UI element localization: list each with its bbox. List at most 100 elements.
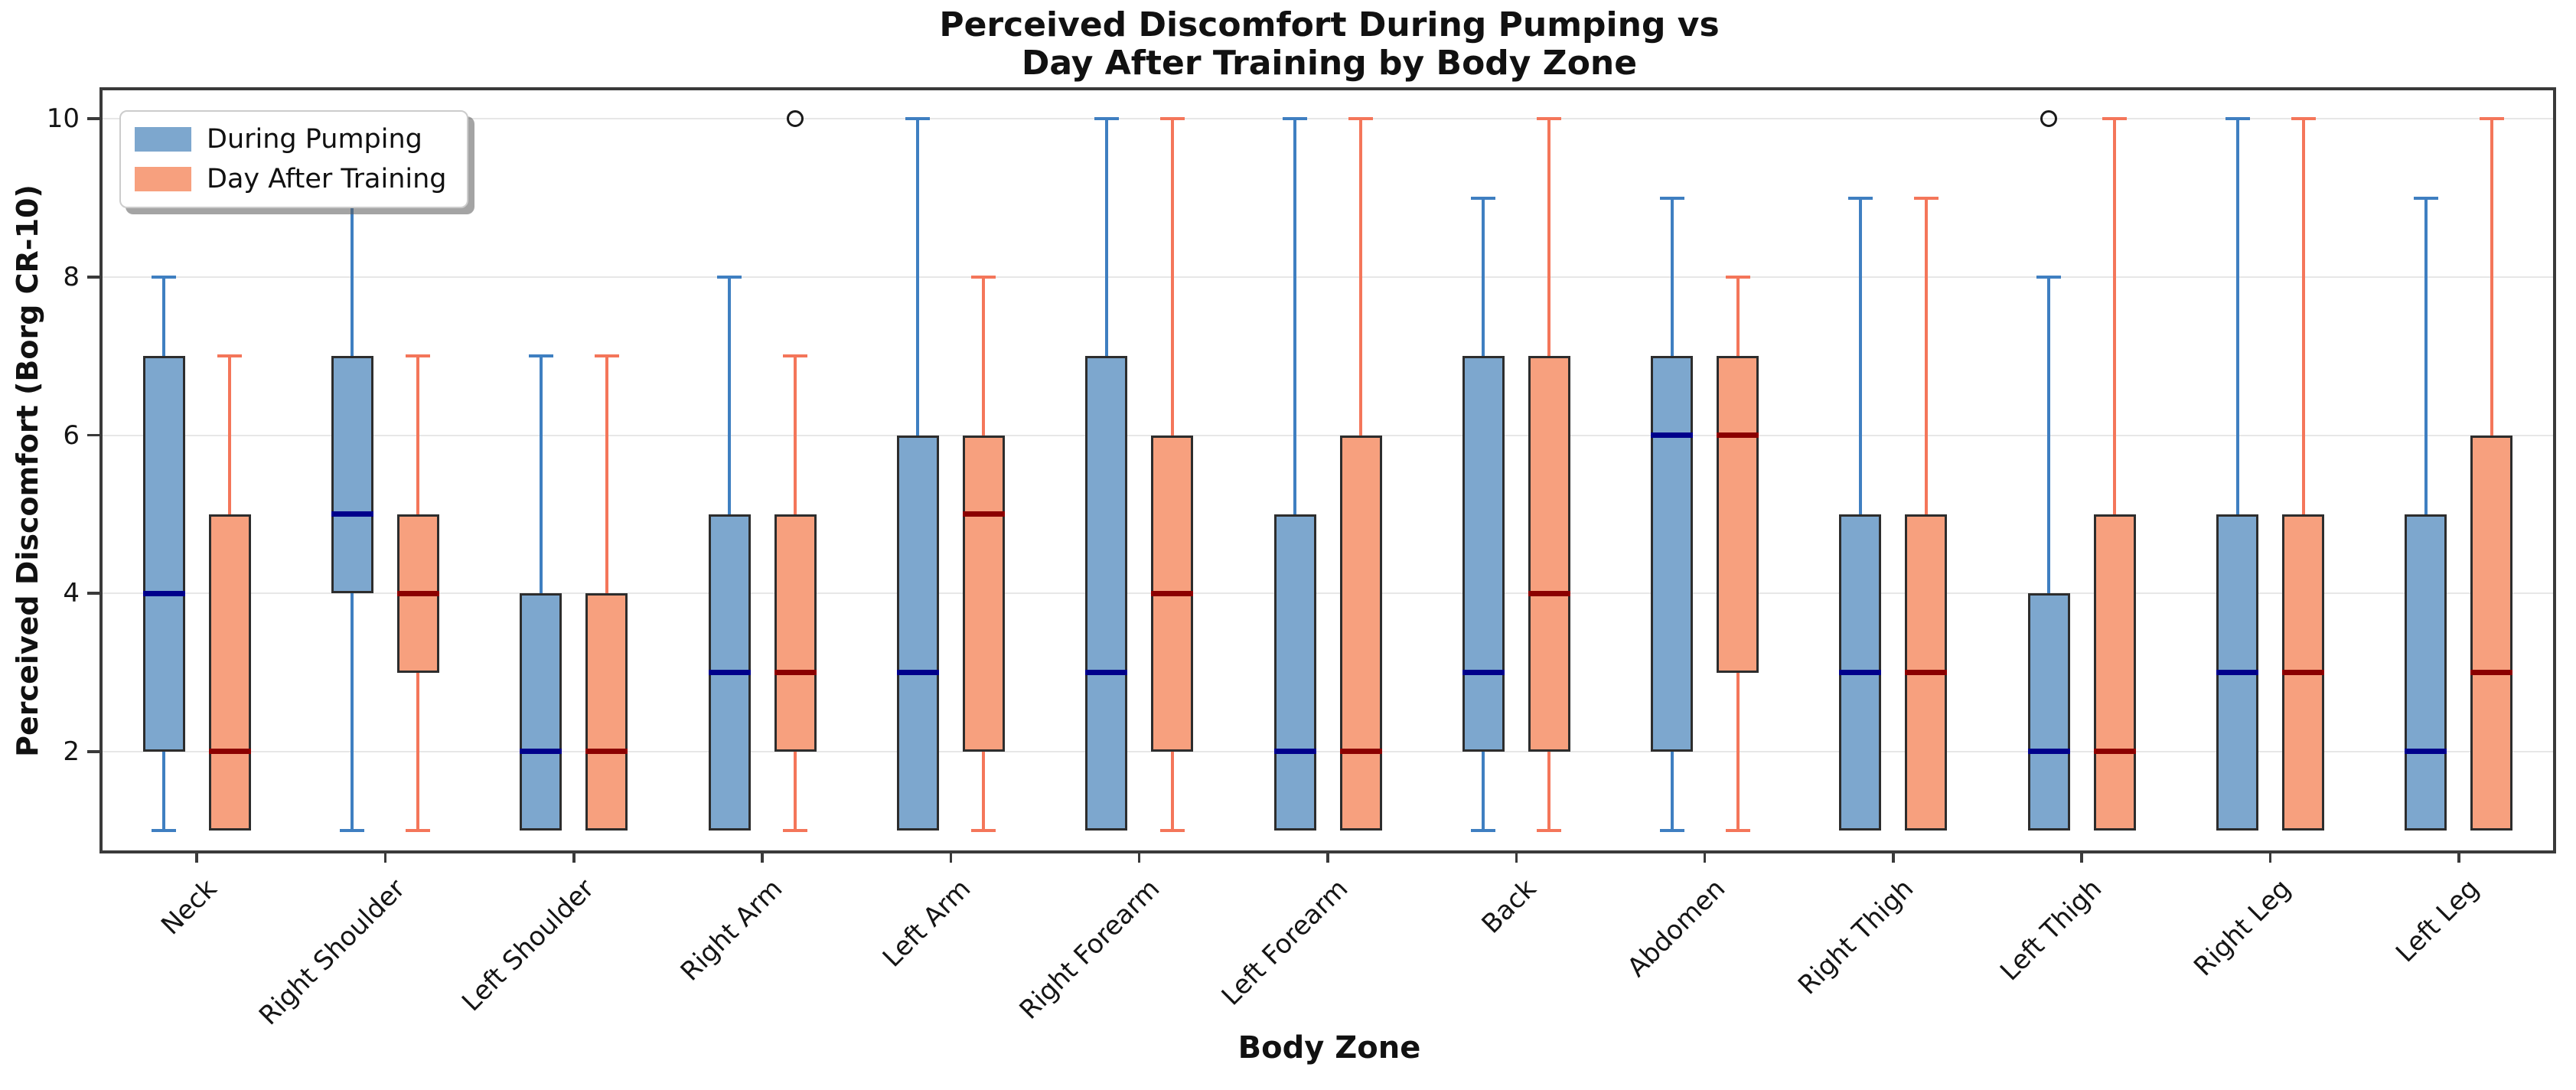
median-line bbox=[2027, 749, 2070, 755]
median-line bbox=[2405, 749, 2447, 755]
whisker-lower bbox=[982, 751, 986, 831]
median-line bbox=[396, 590, 439, 596]
box bbox=[1651, 356, 1694, 752]
y-tick-mark bbox=[87, 276, 99, 279]
whisker-cap-upper bbox=[717, 275, 742, 279]
whisker-lower bbox=[1736, 672, 1740, 831]
whisker-lower bbox=[351, 593, 354, 831]
box bbox=[208, 514, 251, 831]
whisker-cap-upper bbox=[1913, 196, 1939, 200]
whisker-lower bbox=[1170, 751, 1174, 831]
whisker-cap-upper bbox=[1094, 117, 1119, 121]
outlier-marker bbox=[2040, 110, 2058, 128]
whisker-cap-upper bbox=[1537, 117, 1562, 121]
box bbox=[520, 593, 562, 831]
median-line bbox=[1151, 590, 1194, 596]
whisker-lower bbox=[1670, 751, 1674, 831]
whisker-cap-upper bbox=[2102, 117, 2128, 121]
y-tick-mark bbox=[87, 433, 99, 437]
whisker-cap-upper bbox=[1659, 196, 1684, 200]
y-axis-label: Perceived Discomfort (Borg CR-10) bbox=[11, 184, 44, 757]
whisker-upper bbox=[539, 356, 543, 594]
y-tick-label: 2 bbox=[63, 736, 80, 767]
whisker-cap-upper bbox=[1348, 117, 1373, 121]
median-line bbox=[208, 749, 251, 755]
x-axis-label: Body Zone bbox=[1237, 1030, 1421, 1066]
x-tick-mark bbox=[195, 850, 198, 863]
x-tick-label: Back bbox=[1475, 873, 1543, 940]
x-tick-mark bbox=[1326, 850, 1329, 863]
box bbox=[585, 593, 628, 831]
whisker-cap-upper bbox=[406, 354, 431, 358]
whisker-cap-upper bbox=[217, 354, 243, 358]
y-tick-label: 10 bbox=[46, 103, 80, 135]
chart-title-line1: Perceived Discomfort During Pumping vs bbox=[939, 5, 1720, 44]
whisker-upper bbox=[162, 276, 166, 357]
whisker-cap-upper bbox=[2036, 275, 2062, 279]
x-tick-label: Left Shoulder bbox=[455, 873, 601, 1018]
whisker-upper bbox=[351, 197, 354, 357]
median-line bbox=[331, 511, 373, 517]
whisker-upper bbox=[1482, 197, 1485, 357]
x-tick-mark bbox=[2080, 850, 2083, 863]
whisker-cap-lower bbox=[1659, 829, 1684, 833]
whisker-cap-lower bbox=[1471, 829, 1496, 833]
whisker-cap-upper bbox=[528, 354, 553, 358]
box bbox=[1717, 356, 1759, 673]
box bbox=[1085, 356, 1128, 831]
x-tick-label: Neck bbox=[155, 873, 223, 942]
whisker-upper bbox=[1924, 197, 1928, 514]
y-tick-label: 8 bbox=[63, 261, 80, 292]
plot-area: During Pumping Day After Training 2 4 6 8 10… bbox=[47, 87, 2556, 1031]
whisker-upper bbox=[1670, 197, 1674, 357]
whisker-cap-upper bbox=[971, 275, 996, 279]
box bbox=[1462, 356, 1505, 752]
whisker-upper bbox=[1170, 119, 1174, 436]
median-line bbox=[1839, 670, 1882, 675]
whisker-upper bbox=[1858, 197, 1862, 514]
whisker-cap-lower bbox=[1537, 829, 1562, 833]
median-line bbox=[2216, 670, 2259, 675]
box bbox=[1528, 356, 1570, 752]
whisker-cap-lower bbox=[406, 829, 431, 833]
whisker-cap-lower bbox=[340, 829, 365, 833]
whisker-cap-upper bbox=[1159, 117, 1185, 121]
whisker-upper bbox=[228, 356, 232, 514]
whisker-cap-lower bbox=[1159, 829, 1185, 833]
chart-title-line2: Day After Training by Body Zone bbox=[1021, 44, 1638, 83]
x-tick-label: Right Leg bbox=[2187, 873, 2297, 983]
x-tick-mark bbox=[1703, 850, 1707, 863]
whisker-cap-upper bbox=[152, 275, 177, 279]
box bbox=[2093, 514, 2136, 831]
median-line bbox=[1528, 590, 1570, 596]
legend-swatch-during-pumping bbox=[135, 127, 191, 152]
whisker-upper bbox=[2047, 276, 2051, 594]
median-line bbox=[142, 590, 185, 596]
whisker-upper bbox=[1359, 119, 1362, 436]
median-line bbox=[2470, 670, 2513, 675]
x-tick-label: Right Forearm bbox=[1013, 873, 1166, 1026]
whisker-upper bbox=[2113, 119, 2117, 514]
whisker-cap-upper bbox=[1725, 275, 1750, 279]
whisker-cap-lower bbox=[1725, 829, 1750, 833]
x-tick-mark bbox=[761, 850, 764, 863]
legend-item-day-after-training: Day After Training bbox=[135, 164, 447, 194]
whisker-upper bbox=[1547, 119, 1551, 357]
whisker-cap-upper bbox=[594, 354, 619, 358]
whisker-cap-lower bbox=[783, 829, 808, 833]
whisker-lower bbox=[416, 672, 420, 831]
gridline bbox=[103, 434, 2553, 436]
whisker-upper bbox=[2235, 119, 2239, 514]
whisker-upper bbox=[728, 276, 732, 514]
box bbox=[896, 435, 939, 831]
box bbox=[331, 356, 373, 594]
box bbox=[2405, 514, 2447, 831]
x-tick-label: Right Thigh bbox=[1792, 873, 1920, 1001]
legend-label-day-after-training: Day After Training bbox=[207, 164, 447, 194]
median-line bbox=[585, 749, 628, 755]
box bbox=[142, 356, 185, 752]
whisker-upper bbox=[982, 276, 986, 436]
box bbox=[962, 435, 1005, 752]
whisker-upper bbox=[794, 356, 797, 514]
